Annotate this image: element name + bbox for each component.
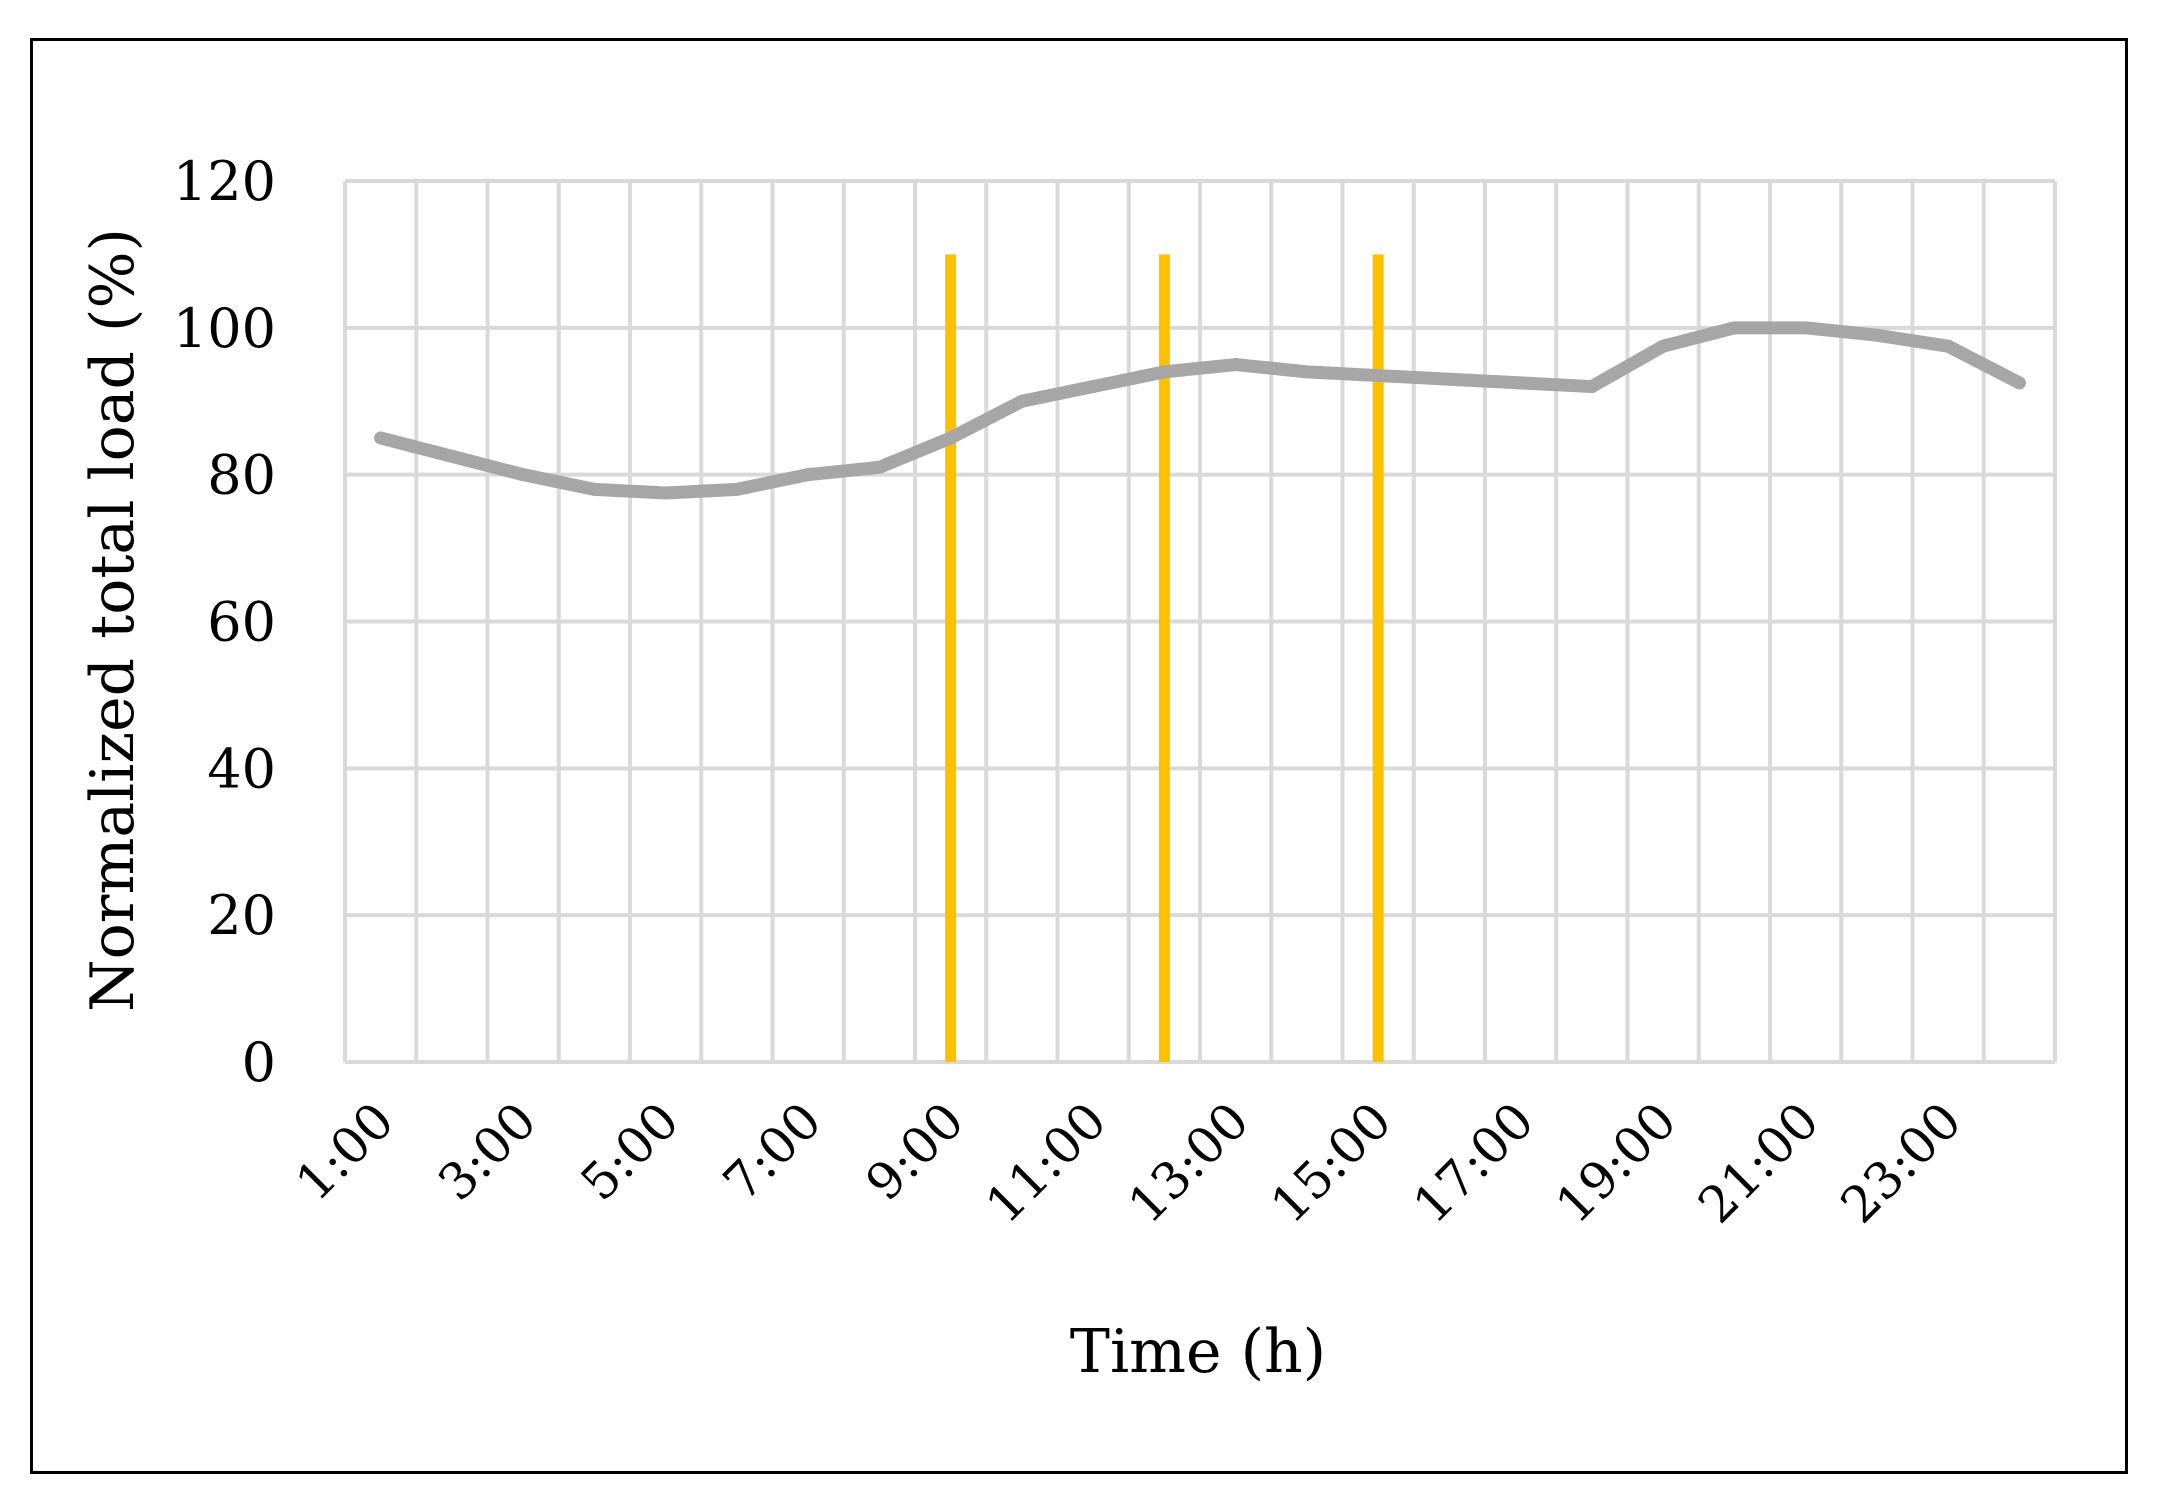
data-point (1442, 372, 1456, 386)
x-tick-label: 7:00 (712, 1091, 832, 1211)
data-point (1371, 369, 1385, 383)
x-tick-label: 23:00 (1830, 1091, 1973, 1234)
chart-frame (30, 38, 2128, 1474)
series-line (374, 321, 2026, 500)
y-tick-label: 100 (173, 297, 276, 360)
x-tick-label: 11:00 (975, 1091, 1118, 1234)
data-point (1300, 365, 1314, 379)
data-point (1656, 339, 1670, 353)
y-tick-label: 0 (242, 1031, 276, 1094)
y-axis-title: Normalized total load (%) (78, 228, 148, 1012)
y-tick-label: 80 (207, 444, 276, 507)
x-tick-labels: 1:00 3:00 5:00 7:00 9:00 11:00 13:00 15:00 17:00… (285, 1091, 1973, 1234)
y-tick-label: 120 (173, 150, 276, 213)
data-point (659, 486, 673, 500)
data-point (1727, 321, 1741, 335)
data-point (1229, 358, 1243, 372)
y-tick-labels: 0 20 40 60 80 100 120 (173, 150, 276, 1094)
data-point (1086, 380, 1100, 394)
grid (343, 179, 2057, 1064)
data-point (1585, 380, 1599, 394)
data-point (801, 468, 815, 482)
x-tick-label: 5:00 (570, 1091, 690, 1211)
data-point (587, 482, 601, 496)
data-point (1514, 376, 1528, 390)
x-tick-label: 3:00 (427, 1091, 547, 1211)
y-tick-label: 40 (207, 737, 276, 800)
y-tick-label: 20 (207, 884, 276, 947)
data-point (1015, 394, 1029, 408)
x-tick-label: 13:00 (1117, 1091, 1260, 1234)
data-point (516, 468, 530, 482)
x-tick-label: 1:00 (285, 1091, 405, 1211)
x-tick-label: 21:00 (1687, 1091, 1830, 1234)
y-tick-label: 60 (207, 591, 276, 654)
x-tick-label: 17:00 (1402, 1091, 1545, 1234)
data-point (1799, 321, 1813, 335)
data-point (872, 460, 886, 474)
data-point (730, 482, 744, 496)
vertical-markers (945, 254, 1384, 1062)
x-tick-label: 15:00 (1260, 1091, 1403, 1234)
data-point (445, 449, 459, 463)
data-point (1941, 339, 1955, 353)
series-layer (374, 321, 2026, 500)
x-axis-title: Time (h) (1070, 1317, 1326, 1387)
data-point (1870, 328, 1884, 342)
x-tick-label: 9:00 (855, 1091, 975, 1211)
data-point (944, 431, 958, 445)
data-point (2012, 376, 2026, 390)
x-tick-label: 19:00 (1545, 1091, 1688, 1234)
data-point (374, 431, 388, 445)
data-point (1157, 365, 1171, 379)
